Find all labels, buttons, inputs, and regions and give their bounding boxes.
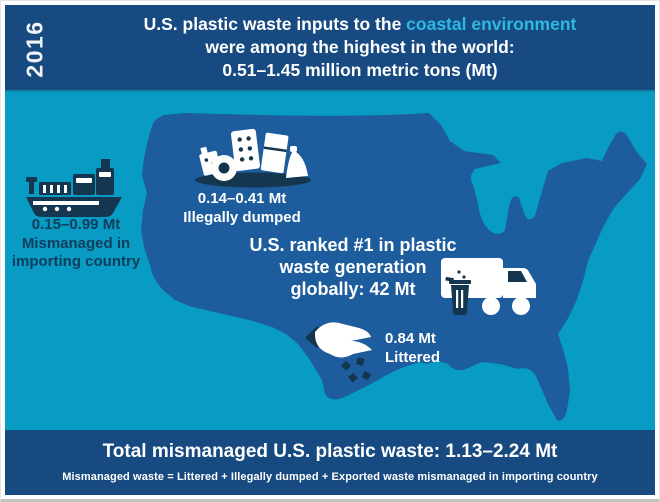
map-area: 0.15–0.99 Mt Mismanaged in importing cou…: [5, 90, 655, 434]
year-badge: 2016: [21, 20, 48, 78]
header-title-line1: U.S. plastic waste inputs to the coastal…: [75, 13, 645, 36]
littering-hand-icon: [305, 322, 372, 383]
footer-note: Mismanaged waste = Littered + Illegally …: [62, 471, 598, 483]
imported-waste-label2: importing country: [11, 253, 141, 270]
imported-waste-label1: Mismanaged in: [21, 234, 131, 252]
footer-total: Total mismanaged U.S. plastic waste: 1.1…: [102, 441, 558, 462]
generation-line1: U.S. ranked #1 in plastic: [249, 235, 457, 255]
generation-line3: globally: 42 Mt: [290, 279, 416, 299]
cargo-ship-icon: [26, 159, 122, 217]
littered-waste-label: Littered: [385, 348, 441, 366]
dumped-waste-callout: 0.14–0.41 Mt Illegally dumped: [167, 190, 317, 227]
imported-waste-callout: 0.15–0.99 Mt Mismanaged in importing cou…: [5, 216, 151, 272]
header-title-highlight: coastal environment: [406, 14, 577, 34]
trash-pile-icon: [195, 128, 311, 188]
us-map-silhouette: [141, 113, 647, 421]
generation-statement: U.S. ranked #1 in plastic waste generati…: [233, 234, 473, 300]
dumped-waste-value: 0.14–0.41 Mt: [197, 190, 287, 207]
dumped-waste-label: Illegally dumped: [183, 208, 301, 226]
footer-banner: Total mismanaged U.S. plastic waste: 1.1…: [5, 430, 655, 495]
header-banner: 2016 U.S. plastic waste inputs to the co…: [5, 5, 655, 90]
generation-line2: waste generation: [279, 257, 427, 277]
littered-waste-callout: 0.84 Mt Littered: [385, 330, 505, 367]
header-title-line2: were among the highest in the world:: [205, 37, 515, 57]
imported-waste-value: 0.15–0.99 Mt: [31, 216, 121, 233]
header-title-line3: 0.51–1.45 million metric tons (Mt): [222, 60, 498, 80]
header-title: U.S. plastic waste inputs to the coastal…: [75, 13, 645, 82]
garbage-truck-icon: [441, 258, 536, 315]
header-title-part1: U.S. plastic waste inputs to the: [143, 14, 407, 34]
littered-waste-value: 0.84 Mt: [385, 330, 436, 347]
